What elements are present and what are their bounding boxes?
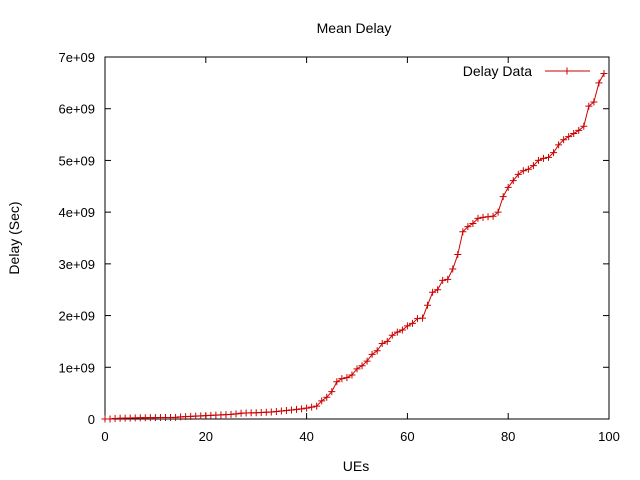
data-point: [454, 251, 462, 259]
data-point: [489, 212, 497, 220]
data-point: [403, 322, 411, 330]
data-point: [600, 70, 608, 78]
data-point: [287, 406, 295, 414]
data-point: [509, 177, 517, 185]
data-point: [504, 183, 512, 191]
data-point: [419, 314, 427, 322]
data-point: [539, 154, 547, 162]
data-point: [363, 357, 371, 365]
data-point: [368, 350, 376, 358]
x-tick-label: 0: [101, 429, 108, 444]
data-point: [338, 375, 346, 383]
data-point: [388, 331, 396, 339]
data-point: [343, 374, 351, 382]
data-point: [277, 407, 285, 415]
x-tick-label: 80: [501, 429, 515, 444]
y-tick-label: 3e+09: [58, 257, 95, 272]
data-point: [570, 130, 578, 138]
data-point: [469, 220, 477, 228]
data-point: [378, 339, 386, 347]
data-point: [303, 404, 311, 412]
data-point: [293, 405, 301, 413]
data-point: [429, 288, 437, 296]
legend-marker: [563, 67, 571, 75]
data-point: [348, 371, 356, 379]
data-point: [318, 397, 326, 405]
data-point: [373, 347, 381, 355]
data-point: [514, 170, 522, 178]
y-tick-label: 5e+09: [58, 153, 95, 168]
y-tick-label: 1e+09: [58, 360, 95, 375]
data-point: [585, 102, 593, 110]
axis-ticks: 0 20 40 60 80 100 0 1e+09 2e+09 3e+09 4e+09 5e+09 6e…: [58, 50, 619, 444]
data-point: [383, 337, 391, 345]
chart-title: Mean Delay: [317, 20, 392, 36]
series-layer: [101, 70, 608, 423]
y-tick-label: 4e+09: [58, 205, 95, 220]
data-point: [227, 410, 235, 418]
legend-label: Delay Data: [463, 63, 532, 79]
data-point: [499, 193, 507, 201]
data-point: [298, 405, 306, 413]
data-point: [484, 213, 492, 221]
data-point: [398, 326, 406, 334]
data-point: [267, 408, 275, 416]
data-point: [529, 162, 537, 170]
y-tick-label: 7e+09: [58, 50, 95, 65]
series-line: [105, 73, 605, 420]
data-point: [106, 415, 114, 423]
data-point: [560, 136, 568, 144]
data-point: [323, 393, 331, 401]
data-point: [545, 153, 553, 161]
data-point: [434, 286, 442, 294]
data-point: [580, 122, 588, 130]
data-point: [550, 149, 558, 157]
data-point: [575, 126, 583, 134]
data-point: [282, 406, 290, 414]
data-point: [494, 208, 502, 216]
data-point: [449, 265, 457, 273]
y-tick-label: 0: [88, 412, 95, 427]
data-point: [333, 378, 341, 386]
data-point: [444, 275, 452, 283]
data-point: [555, 141, 563, 149]
data-point: [565, 133, 573, 141]
data-point: [595, 79, 603, 87]
y-axis-label: Delay (Sec): [6, 201, 22, 274]
legend: Delay Data: [463, 63, 590, 79]
data-point: [313, 402, 321, 410]
data-point: [413, 315, 421, 323]
data-point: [464, 223, 472, 231]
data-point: [308, 403, 316, 411]
data-point: [524, 165, 532, 173]
data-point: [358, 362, 366, 370]
data-point: [328, 388, 336, 396]
x-tick-label: 60: [400, 429, 414, 444]
data-point: [408, 319, 416, 327]
data-point: [393, 328, 401, 336]
data-point: [534, 156, 542, 164]
data-point: [590, 98, 598, 106]
y-tick-label: 6e+09: [58, 102, 95, 117]
data-point: [439, 276, 447, 284]
data-point: [232, 410, 240, 418]
data-point: [479, 213, 487, 221]
y-tick-label: 2e+09: [58, 309, 95, 324]
data-point: [424, 301, 432, 309]
x-axis-label: UEs: [343, 458, 369, 474]
x-tick-label: 40: [299, 429, 313, 444]
data-point: [272, 408, 280, 416]
x-tick-label: 100: [598, 429, 620, 444]
data-point: [459, 228, 467, 236]
data-point: [519, 167, 527, 175]
plot-frame: [104, 56, 610, 420]
data-point: [353, 365, 361, 373]
data-point: [474, 214, 482, 222]
x-tick-label: 20: [199, 429, 213, 444]
